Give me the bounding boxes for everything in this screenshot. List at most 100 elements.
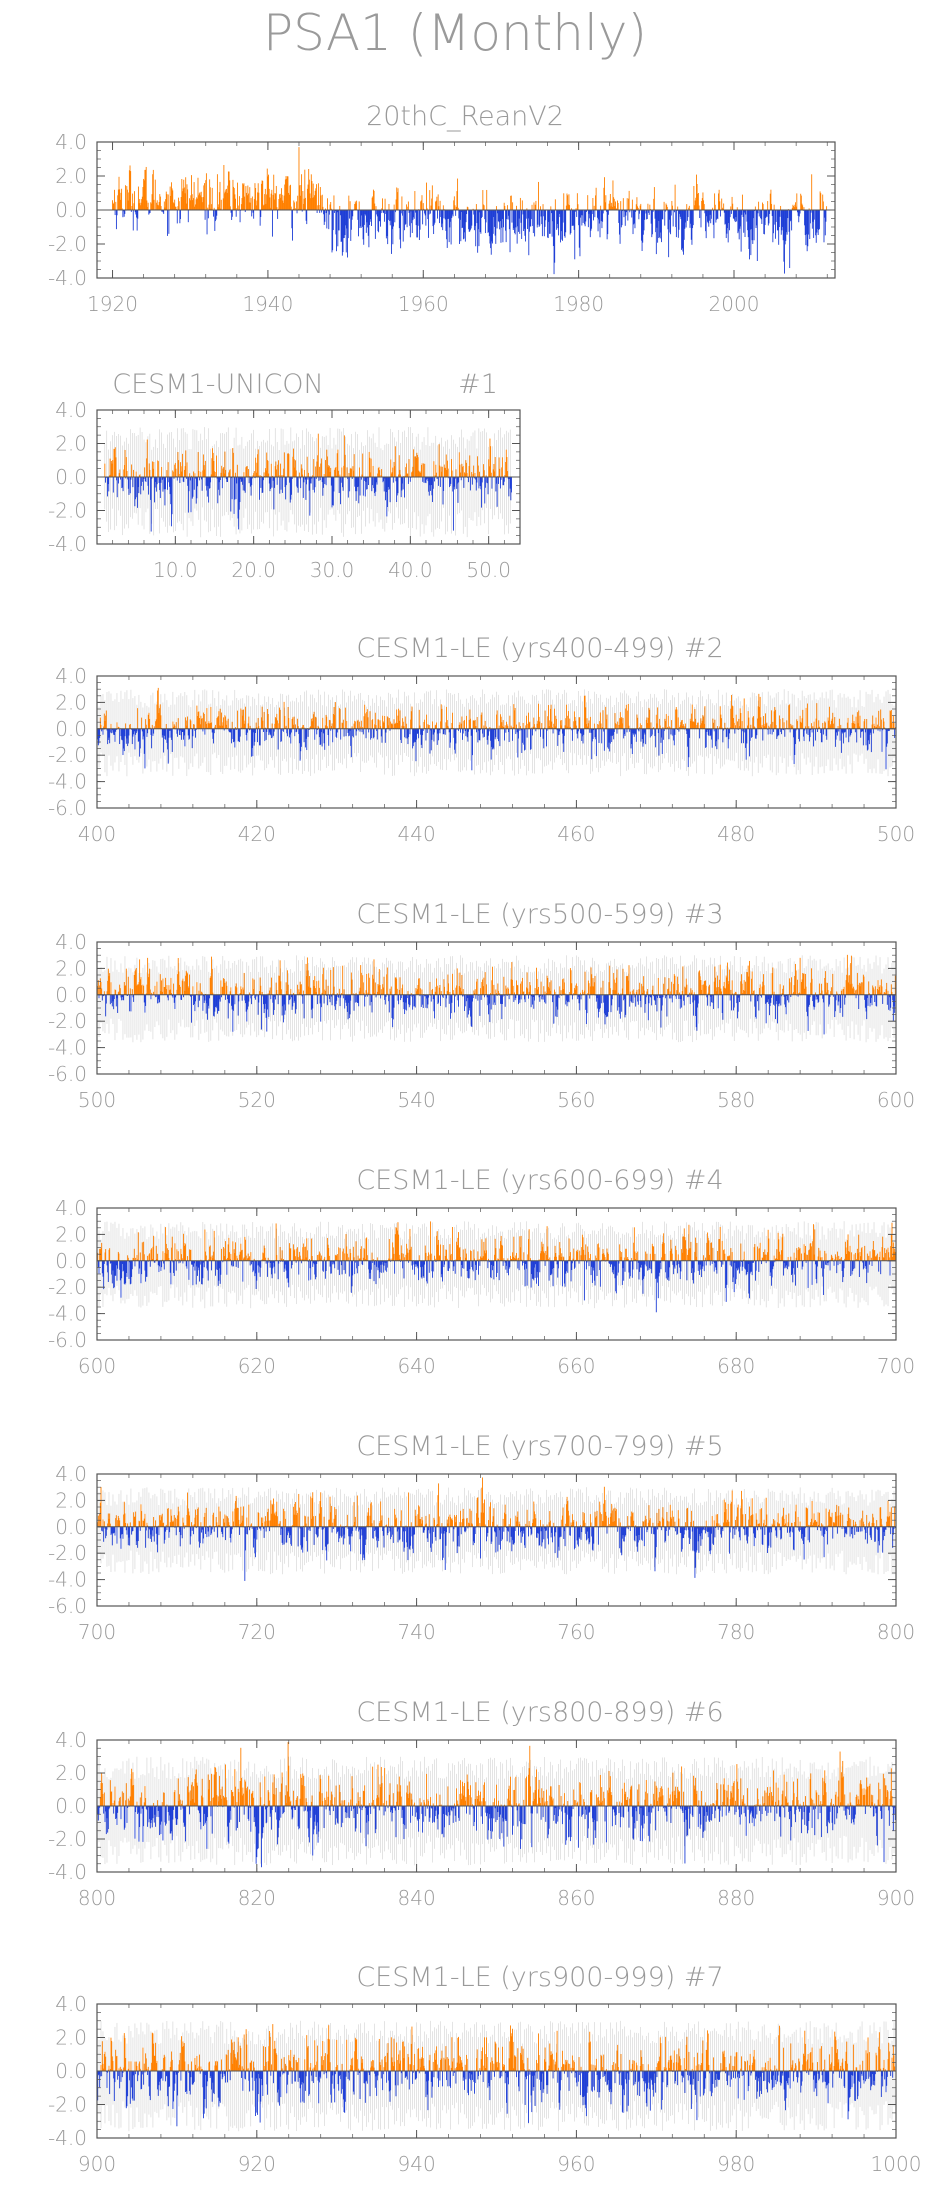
- bar-positive: [361, 721, 362, 729]
- bar-positive: [313, 459, 314, 477]
- bar-positive: [326, 980, 327, 995]
- bar-negative: [708, 729, 709, 736]
- bar-negative: [583, 729, 584, 735]
- bar-negative: [281, 729, 282, 741]
- bar-negative: [326, 210, 327, 228]
- x-tick-label: 1940: [242, 292, 293, 316]
- bar-negative: [542, 210, 543, 236]
- bar-positive: [147, 440, 148, 477]
- bar-positive: [180, 987, 181, 995]
- bar-positive: [714, 720, 715, 729]
- bar-positive: [675, 185, 676, 210]
- bar-negative: [420, 210, 421, 230]
- bar-negative: [505, 729, 506, 733]
- bar-negative: [330, 995, 331, 1002]
- bar-positive: [119, 470, 120, 477]
- bar-negative: [247, 729, 248, 733]
- bar-negative: [519, 210, 520, 234]
- bar-negative: [837, 729, 838, 736]
- bar-negative: [572, 729, 573, 741]
- bar-negative: [336, 995, 337, 1001]
- bar-positive: [448, 469, 449, 477]
- bar-positive: [471, 472, 472, 477]
- bar-positive: [540, 206, 541, 210]
- bar-negative: [291, 477, 292, 495]
- bar-positive: [182, 454, 183, 477]
- bar-positive: [864, 719, 865, 729]
- bar-positive: [297, 196, 298, 210]
- bar-positive: [384, 716, 385, 729]
- bar-positive: [683, 724, 684, 729]
- bar-positive: [109, 973, 110, 995]
- bar-negative: [445, 729, 446, 735]
- bar-negative: [460, 210, 461, 241]
- bar-positive: [194, 473, 195, 477]
- bar-negative: [795, 729, 796, 744]
- bar-negative: [409, 729, 410, 734]
- bar-negative: [495, 210, 496, 244]
- bar-negative: [370, 995, 371, 1006]
- bar-positive: [115, 202, 116, 210]
- bar-negative: [713, 210, 714, 238]
- bar-negative: [222, 477, 223, 488]
- bar-positive: [467, 473, 468, 477]
- bar-positive: [475, 473, 476, 477]
- bar-negative: [352, 210, 353, 216]
- bar-positive: [493, 985, 494, 995]
- bar-positive: [506, 989, 507, 995]
- bar-negative: [123, 477, 124, 491]
- bar-positive: [448, 983, 449, 994]
- bar-negative: [481, 995, 482, 1000]
- bar-positive: [350, 201, 351, 210]
- bar-positive: [340, 709, 341, 729]
- bar-positive: [339, 206, 340, 210]
- bar-negative: [348, 210, 349, 238]
- bar-negative: [741, 210, 742, 215]
- bar-positive: [168, 194, 169, 210]
- bar-positive: [504, 206, 505, 210]
- y-tick-label: -2.0: [48, 232, 87, 256]
- bar-positive: [125, 185, 126, 210]
- bar-negative: [406, 729, 407, 738]
- bar-negative: [608, 210, 609, 215]
- bar-positive: [187, 189, 188, 210]
- bar-negative: [243, 477, 244, 490]
- bar-negative: [236, 477, 237, 483]
- bar-negative: [778, 729, 779, 736]
- bar-positive: [407, 991, 408, 995]
- bar-positive: [321, 195, 322, 210]
- bar-positive: [330, 720, 331, 729]
- bar-positive: [516, 206, 517, 210]
- bar-positive: [356, 201, 357, 210]
- bar-negative: [334, 477, 335, 492]
- y-tick-label: 0.0: [55, 198, 87, 222]
- bar-positive: [839, 719, 840, 729]
- bar-negative: [539, 210, 540, 226]
- x-tick-label: 30.0: [310, 558, 355, 582]
- bar-negative: [113, 477, 114, 493]
- bar-negative: [281, 477, 282, 490]
- bar-positive: [268, 474, 269, 477]
- bar-negative: [125, 729, 126, 736]
- bar-positive: [389, 204, 390, 210]
- bar-positive: [126, 969, 127, 995]
- bar-positive: [220, 182, 221, 210]
- bar-negative: [278, 729, 279, 750]
- bar-positive: [272, 724, 273, 729]
- bar-negative: [431, 995, 432, 1002]
- bar-negative: [808, 729, 809, 735]
- bar-positive: [766, 723, 767, 729]
- bar-positive: [400, 977, 401, 995]
- bar-negative: [117, 995, 118, 1013]
- bar-negative: [570, 210, 571, 233]
- bar-positive: [545, 711, 546, 729]
- bar-positive: [647, 204, 648, 210]
- bar-positive: [185, 450, 186, 477]
- bar-negative: [671, 729, 672, 735]
- bar-negative: [693, 210, 694, 225]
- bar-negative: [301, 729, 302, 747]
- bar-negative: [873, 729, 874, 734]
- bar-negative: [701, 210, 702, 227]
- bar-negative: [179, 477, 180, 483]
- bar-negative: [676, 210, 677, 237]
